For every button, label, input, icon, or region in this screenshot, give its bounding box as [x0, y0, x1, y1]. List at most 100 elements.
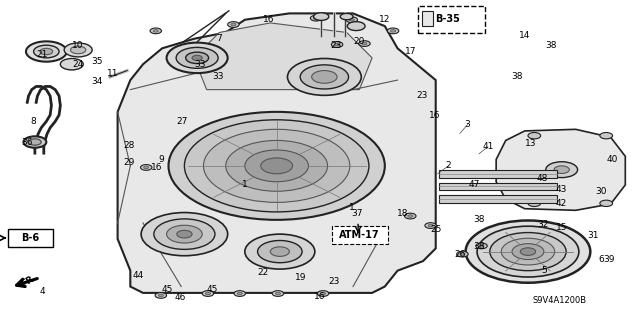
Text: 4: 4 [40, 287, 45, 296]
Circle shape [26, 41, 67, 62]
Text: 25: 25 [430, 225, 442, 234]
Text: 5: 5 [541, 266, 547, 275]
FancyBboxPatch shape [332, 226, 388, 244]
Text: 32: 32 [537, 220, 548, 229]
Circle shape [321, 292, 326, 295]
Circle shape [260, 158, 292, 174]
Circle shape [390, 30, 396, 32]
Text: 28: 28 [124, 141, 135, 150]
Circle shape [359, 41, 370, 47]
Circle shape [362, 42, 367, 45]
Circle shape [512, 244, 544, 260]
Circle shape [176, 48, 218, 68]
Text: 38: 38 [546, 41, 557, 50]
Text: 23: 23 [331, 41, 342, 50]
Circle shape [428, 224, 433, 227]
Circle shape [501, 238, 555, 265]
Circle shape [205, 292, 211, 295]
Circle shape [204, 129, 350, 202]
Circle shape [228, 22, 239, 27]
Circle shape [310, 15, 322, 21]
Text: 46: 46 [174, 293, 186, 302]
Text: 20: 20 [354, 38, 365, 47]
Text: 29: 29 [124, 158, 135, 167]
Circle shape [408, 215, 413, 217]
Circle shape [158, 294, 163, 297]
Circle shape [346, 17, 358, 23]
Circle shape [479, 245, 484, 247]
Text: 45: 45 [206, 285, 218, 294]
Text: B-35: B-35 [435, 14, 460, 25]
Text: 11: 11 [107, 69, 118, 78]
Circle shape [332, 42, 343, 48]
Text: FR.: FR. [19, 273, 38, 289]
Circle shape [404, 213, 416, 219]
Circle shape [317, 291, 329, 296]
Text: ATM-17: ATM-17 [339, 230, 380, 240]
Circle shape [29, 139, 41, 145]
Text: 23: 23 [416, 92, 428, 100]
Circle shape [314, 13, 329, 20]
Text: B-6: B-6 [20, 233, 39, 243]
Text: 7: 7 [216, 34, 222, 43]
Circle shape [546, 162, 577, 178]
Circle shape [40, 48, 52, 55]
Text: 27: 27 [177, 117, 188, 126]
FancyBboxPatch shape [418, 6, 485, 33]
Text: 3: 3 [465, 120, 470, 129]
Text: 37: 37 [351, 209, 363, 218]
FancyBboxPatch shape [8, 229, 52, 247]
Circle shape [166, 225, 202, 243]
Circle shape [150, 28, 161, 34]
Circle shape [192, 55, 202, 60]
Polygon shape [422, 11, 433, 26]
Text: 34: 34 [92, 77, 103, 86]
Circle shape [425, 223, 436, 228]
Circle shape [312, 70, 337, 83]
Polygon shape [496, 129, 625, 210]
Text: 44: 44 [132, 271, 143, 280]
Bar [439, 170, 557, 178]
Text: 2: 2 [445, 161, 451, 170]
Text: 13: 13 [525, 139, 537, 148]
Text: 8: 8 [31, 117, 36, 126]
Circle shape [231, 23, 236, 26]
Text: 38: 38 [473, 242, 484, 251]
Text: 6: 6 [598, 255, 604, 264]
Text: 16: 16 [429, 111, 440, 120]
Circle shape [34, 45, 59, 58]
Circle shape [287, 58, 361, 95]
Circle shape [64, 43, 92, 57]
Text: 23: 23 [328, 277, 340, 286]
Text: 26: 26 [454, 250, 465, 259]
Text: 48: 48 [537, 174, 548, 183]
Circle shape [335, 43, 340, 46]
Text: 12: 12 [379, 15, 390, 24]
Circle shape [186, 52, 209, 63]
Text: 24: 24 [72, 60, 84, 69]
Text: 19: 19 [295, 272, 307, 281]
Text: 39: 39 [603, 255, 614, 264]
Circle shape [60, 58, 83, 70]
Circle shape [154, 219, 215, 249]
Circle shape [234, 291, 246, 296]
Text: 14: 14 [519, 31, 531, 40]
Circle shape [24, 136, 46, 148]
Circle shape [528, 200, 541, 206]
Circle shape [70, 46, 86, 54]
Circle shape [476, 243, 487, 249]
Text: S9V4A1200B: S9V4A1200B [532, 296, 587, 305]
Text: 43: 43 [556, 185, 568, 194]
Circle shape [490, 233, 566, 271]
Bar [439, 196, 557, 203]
Text: 41: 41 [482, 142, 493, 151]
Bar [439, 183, 557, 190]
Text: 33: 33 [195, 60, 206, 69]
Text: 16: 16 [151, 163, 163, 172]
Circle shape [153, 30, 158, 32]
Circle shape [245, 234, 315, 269]
Circle shape [141, 212, 228, 256]
Text: 33: 33 [212, 72, 224, 81]
Circle shape [270, 247, 289, 256]
Circle shape [226, 140, 328, 191]
